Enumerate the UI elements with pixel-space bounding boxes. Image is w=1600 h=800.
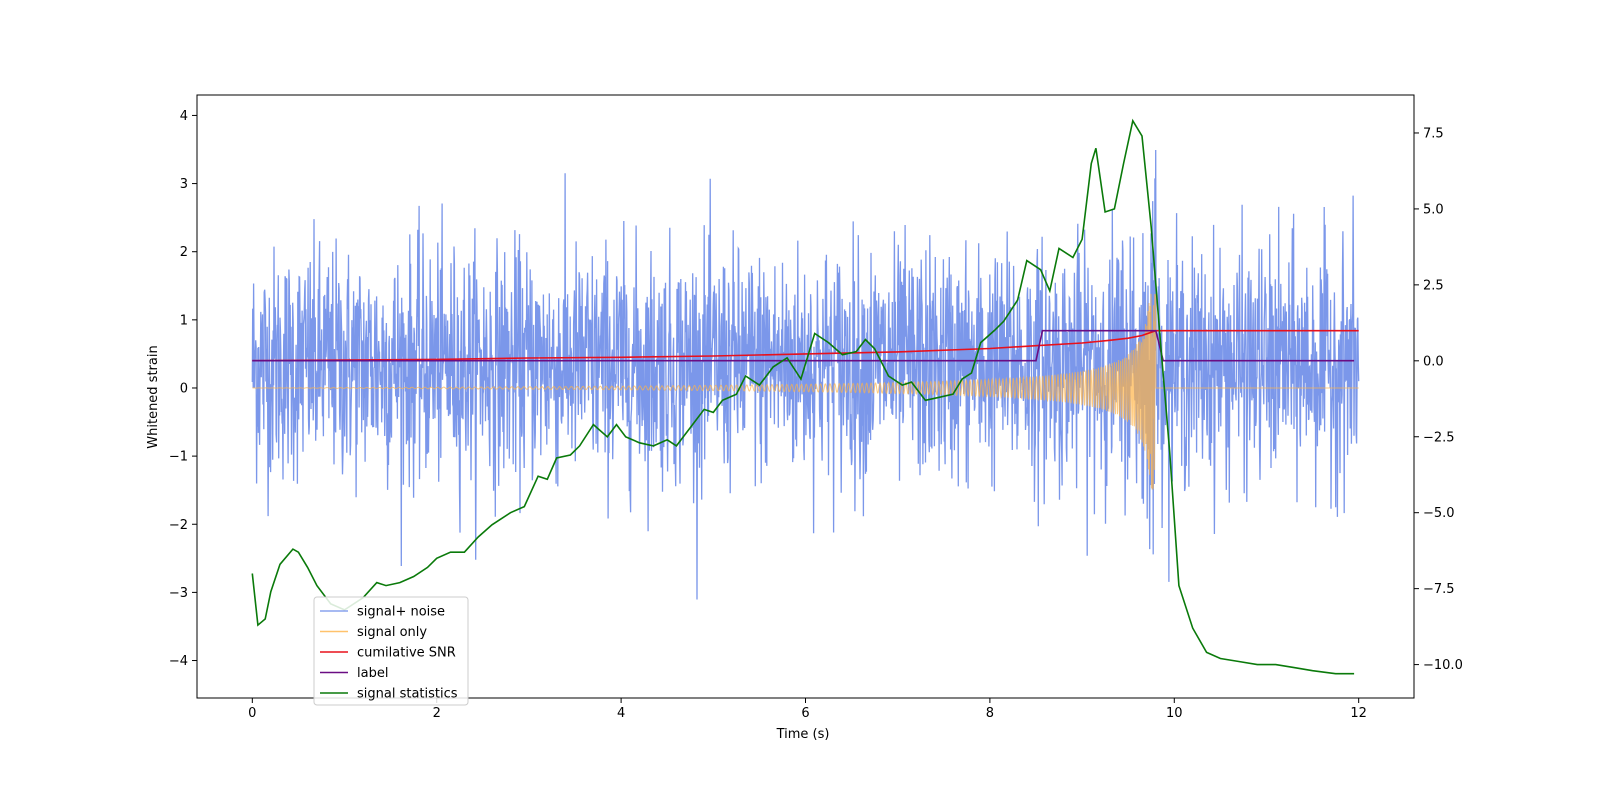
y-tick-label: −1 — [169, 450, 188, 465]
y-tick-label: 4 — [180, 109, 188, 124]
legend-label: signal+ noise — [357, 605, 445, 620]
series-cumulative-snr-line — [252, 329, 1359, 362]
y-axis-left: −4 −3 −2 −1 0 1 2 3 4 — [169, 109, 197, 669]
y-tick-label: 3 — [180, 177, 188, 192]
x-tick-label: 0 — [248, 706, 256, 721]
x-tick-label: 4 — [617, 706, 625, 721]
y-tick-label: −3 — [169, 586, 188, 601]
legend: signal+ noise signal only cumilative SNR la… — [313, 596, 469, 706]
y-tick-label: 2 — [180, 245, 188, 260]
x-tick-label: 8 — [986, 706, 994, 721]
y2-tick-label: 7.5 — [1423, 126, 1444, 141]
y2-tick-label: −7.5 — [1423, 582, 1455, 597]
x-tick-label: 10 — [1166, 706, 1183, 721]
y2-tick-label: −2.5 — [1423, 430, 1455, 445]
y-tick-label: 0 — [180, 381, 188, 396]
x-tick-label: 2 — [433, 706, 441, 721]
series-signal-plus-noise-line — [251, 149, 1360, 600]
series-signal-only-line — [252, 293, 1359, 490]
legend-label: label — [357, 666, 388, 681]
legend-label: signal only — [357, 625, 427, 640]
y2-tick-label: −5.0 — [1423, 506, 1455, 521]
series-layer — [251, 118, 1360, 675]
y2-tick-label: 5.0 — [1423, 202, 1444, 217]
x-tick-label: 12 — [1350, 706, 1367, 721]
y2-tick-label: −10.0 — [1423, 658, 1463, 673]
y2-tick-label: 0.0 — [1423, 354, 1444, 369]
y-tick-label: −4 — [169, 654, 188, 669]
legend-label: cumilative SNR — [357, 646, 456, 661]
legend-box — [313, 596, 469, 706]
legend-label: signal statistics — [357, 687, 458, 702]
series-signal-statistics-line — [251, 118, 1355, 675]
y-axis-label: Whitened strain — [146, 345, 161, 448]
x-axis: 0 2 4 6 8 10 12 — [248, 698, 1367, 721]
x-axis-label: Time (s) — [776, 727, 830, 742]
x-tick-label: 6 — [801, 706, 809, 721]
y-tick-label: 1 — [180, 313, 188, 328]
series-label-line — [252, 329, 1355, 362]
y-tick-label: −2 — [169, 518, 188, 533]
y2-tick-label: 2.5 — [1423, 278, 1444, 293]
y-axis-right: −10.0 −7.5 −5.0 −2.5 0.0 2.5 5.0 7.5 — [1414, 126, 1463, 673]
